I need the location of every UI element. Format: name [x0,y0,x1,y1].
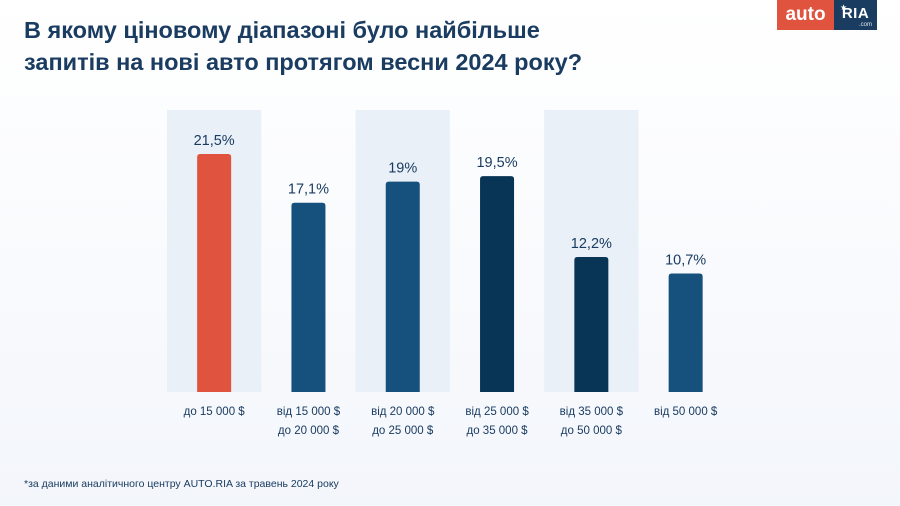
footnote: *за даними аналітичного центру AUTO.RIA … [24,478,339,490]
data-label: 17,1% [288,182,329,198]
title-line-1: В якому ціновому діапазоні було найбільш… [24,17,540,43]
category-label: до 35 000 $ [467,425,529,437]
category-label: від 20 000 $ [371,406,435,418]
category-label: від 50 000 $ [654,406,718,418]
category-label: до 20 000 $ [278,425,340,437]
category-label: від 15 000 $ [277,406,341,418]
category-label: від 25 000 $ [465,406,529,418]
star-icon: ★ [840,3,848,12]
page-title: В якому ціновому діапазоні було найбільш… [24,14,724,78]
data-label: 21,5% [194,133,235,149]
data-label: 12,2% [571,236,612,252]
logo-ria: ★ RIA .com [834,0,877,30]
title-line-2: запитів на нові авто протягом весни 2024… [24,49,583,75]
bar [480,176,515,392]
data-label: 10,7% [665,253,706,269]
category-label: до 15 000 $ [184,406,246,418]
bar [291,202,326,392]
data-label: 19% [388,161,417,177]
category-label: до 50 000 $ [561,425,623,437]
logo-auto: auto [777,0,834,30]
category-label: до 25 000 $ [372,425,434,437]
bar [668,273,703,392]
logo-ria-text: RIA [841,5,870,22]
bar [574,256,609,392]
category-label: від 35 000 $ [560,406,624,418]
data-label: 19,5% [476,155,517,171]
bar [197,154,232,392]
auto-ria-logo: auto ★ RIA .com [777,0,877,30]
bar [385,181,420,392]
logo-com: .com [858,22,872,28]
